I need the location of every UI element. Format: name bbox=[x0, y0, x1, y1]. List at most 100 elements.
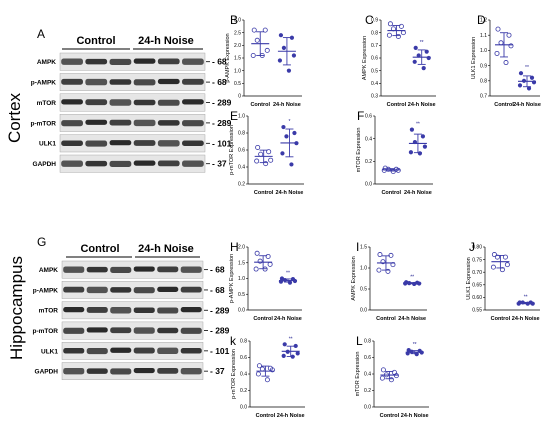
data-point bbox=[412, 281, 417, 287]
region-label-cortex: Cortex bbox=[5, 92, 24, 143]
blot-band bbox=[63, 266, 85, 273]
data-point bbox=[285, 349, 290, 354]
y-tick-label: 0 bbox=[238, 94, 241, 100]
blot-strip bbox=[61, 321, 204, 340]
y-tick-label: 0.4 bbox=[371, 81, 378, 87]
panel-label-C: C bbox=[365, 13, 374, 27]
data-point bbox=[398, 23, 404, 29]
y-axis-label: p-AMPK Expression bbox=[229, 254, 235, 303]
blot-band bbox=[110, 327, 132, 334]
blot-strip bbox=[59, 73, 206, 92]
y-axis-label: AMPK Expression bbox=[362, 36, 368, 80]
data-point bbox=[262, 266, 268, 272]
data-point bbox=[267, 261, 273, 267]
data-point bbox=[258, 151, 264, 157]
blot-band bbox=[109, 160, 132, 167]
blot-band bbox=[110, 347, 132, 353]
data-point bbox=[495, 26, 501, 32]
y-tick-label: 0.4 bbox=[364, 372, 371, 378]
y-axis-label: mTOR Expression bbox=[355, 352, 361, 397]
x-tick-label: Control bbox=[256, 413, 276, 419]
data-point bbox=[286, 68, 292, 73]
y-tick-label: 2.0 bbox=[238, 245, 245, 251]
blot-band bbox=[109, 58, 132, 65]
blot-band bbox=[157, 160, 180, 167]
significance-marker: ** bbox=[413, 342, 417, 348]
blot-band bbox=[133, 347, 155, 354]
data-point bbox=[268, 157, 274, 163]
data-point bbox=[292, 130, 297, 136]
data-point bbox=[417, 281, 422, 286]
blot-band bbox=[110, 368, 132, 375]
y-tick-label: 0.9 bbox=[371, 18, 378, 24]
blot-band bbox=[157, 78, 180, 85]
y-tick-label: 1.0 bbox=[234, 68, 241, 74]
data-point bbox=[282, 277, 288, 283]
blot-kda-label: - 101 bbox=[212, 138, 232, 148]
data-point bbox=[409, 349, 414, 354]
y-tick-label: 1.5 bbox=[360, 245, 367, 251]
x-tick-label: Control bbox=[491, 316, 511, 322]
significance-marker: ** bbox=[525, 65, 529, 71]
data-point bbox=[382, 165, 388, 171]
chart-C: C 0.3 0.4 0.5 0.6 0.7 0.8 0.9 AMPK Expression Con… bbox=[362, 13, 436, 108]
blot-band bbox=[61, 120, 83, 127]
blot-band bbox=[180, 348, 202, 354]
x-tick-label: 24-h Noise bbox=[274, 316, 302, 322]
data-point bbox=[530, 301, 535, 306]
data-point bbox=[403, 281, 408, 286]
y-tick-label: 0.2 bbox=[364, 388, 371, 394]
x-tick-label: 24-h Noise bbox=[401, 413, 429, 419]
blot-protein-label: ULK1 bbox=[41, 348, 58, 355]
blot-strip bbox=[61, 260, 204, 279]
data-point bbox=[254, 158, 260, 164]
data-point bbox=[379, 375, 385, 381]
blot-band bbox=[157, 58, 180, 65]
data-point bbox=[253, 266, 259, 272]
blot-kda-label: - 289 bbox=[210, 326, 230, 336]
blot-band bbox=[182, 99, 204, 105]
y-tick-label: 0.6 bbox=[365, 114, 372, 120]
y-axis-label: mTOR Expression bbox=[356, 128, 362, 173]
data-point bbox=[380, 367, 386, 373]
blot-band bbox=[133, 99, 156, 106]
y-axis-label: ULK1 Expression bbox=[471, 37, 477, 80]
data-point bbox=[525, 301, 530, 306]
blot-band bbox=[63, 286, 85, 293]
data-point bbox=[255, 371, 261, 377]
data-point bbox=[265, 253, 271, 259]
blot-panel-cortex: Cortex A Control 24-h Noise AMPK - 68p-AM… bbox=[5, 27, 232, 173]
y-tick-label: 0.8 bbox=[240, 339, 247, 345]
blot-band bbox=[157, 347, 179, 355]
blot-band bbox=[133, 79, 156, 86]
significance-marker: ** bbox=[420, 40, 424, 46]
panel-label-H: H bbox=[230, 240, 239, 254]
blot-protein-label: p-AMPK bbox=[31, 80, 57, 87]
blot-protein-label: mTOR bbox=[39, 308, 59, 315]
y-tick-label: 0.5 bbox=[238, 292, 245, 298]
data-point bbox=[508, 43, 514, 49]
data-point bbox=[281, 124, 286, 130]
data-point bbox=[526, 86, 532, 91]
y-tick-label: 0.5 bbox=[234, 81, 241, 87]
region-label-hippocampus: Hippocampus bbox=[7, 256, 26, 360]
blot-protein-label: p-mTOR bbox=[30, 120, 56, 127]
y-tick-label: 0.4 bbox=[365, 136, 372, 142]
blot-band bbox=[110, 307, 132, 314]
data-point bbox=[395, 33, 401, 39]
significance-marker: ** bbox=[289, 336, 293, 342]
y-tick-label: 0.8 bbox=[480, 79, 487, 85]
blot-band bbox=[157, 266, 179, 273]
data-point bbox=[254, 37, 260, 43]
data-point bbox=[491, 252, 497, 258]
blot-band bbox=[133, 266, 155, 272]
y-tick-label: 0.6 bbox=[364, 355, 371, 361]
blot-protein-label: GAPDH bbox=[35, 369, 59, 376]
blot-band bbox=[86, 266, 108, 273]
group-label-noise-A: 24-h Noise bbox=[138, 35, 194, 47]
data-point bbox=[412, 139, 418, 145]
x-tick-label: 24-h Noise bbox=[277, 413, 305, 419]
data-point bbox=[281, 353, 286, 358]
